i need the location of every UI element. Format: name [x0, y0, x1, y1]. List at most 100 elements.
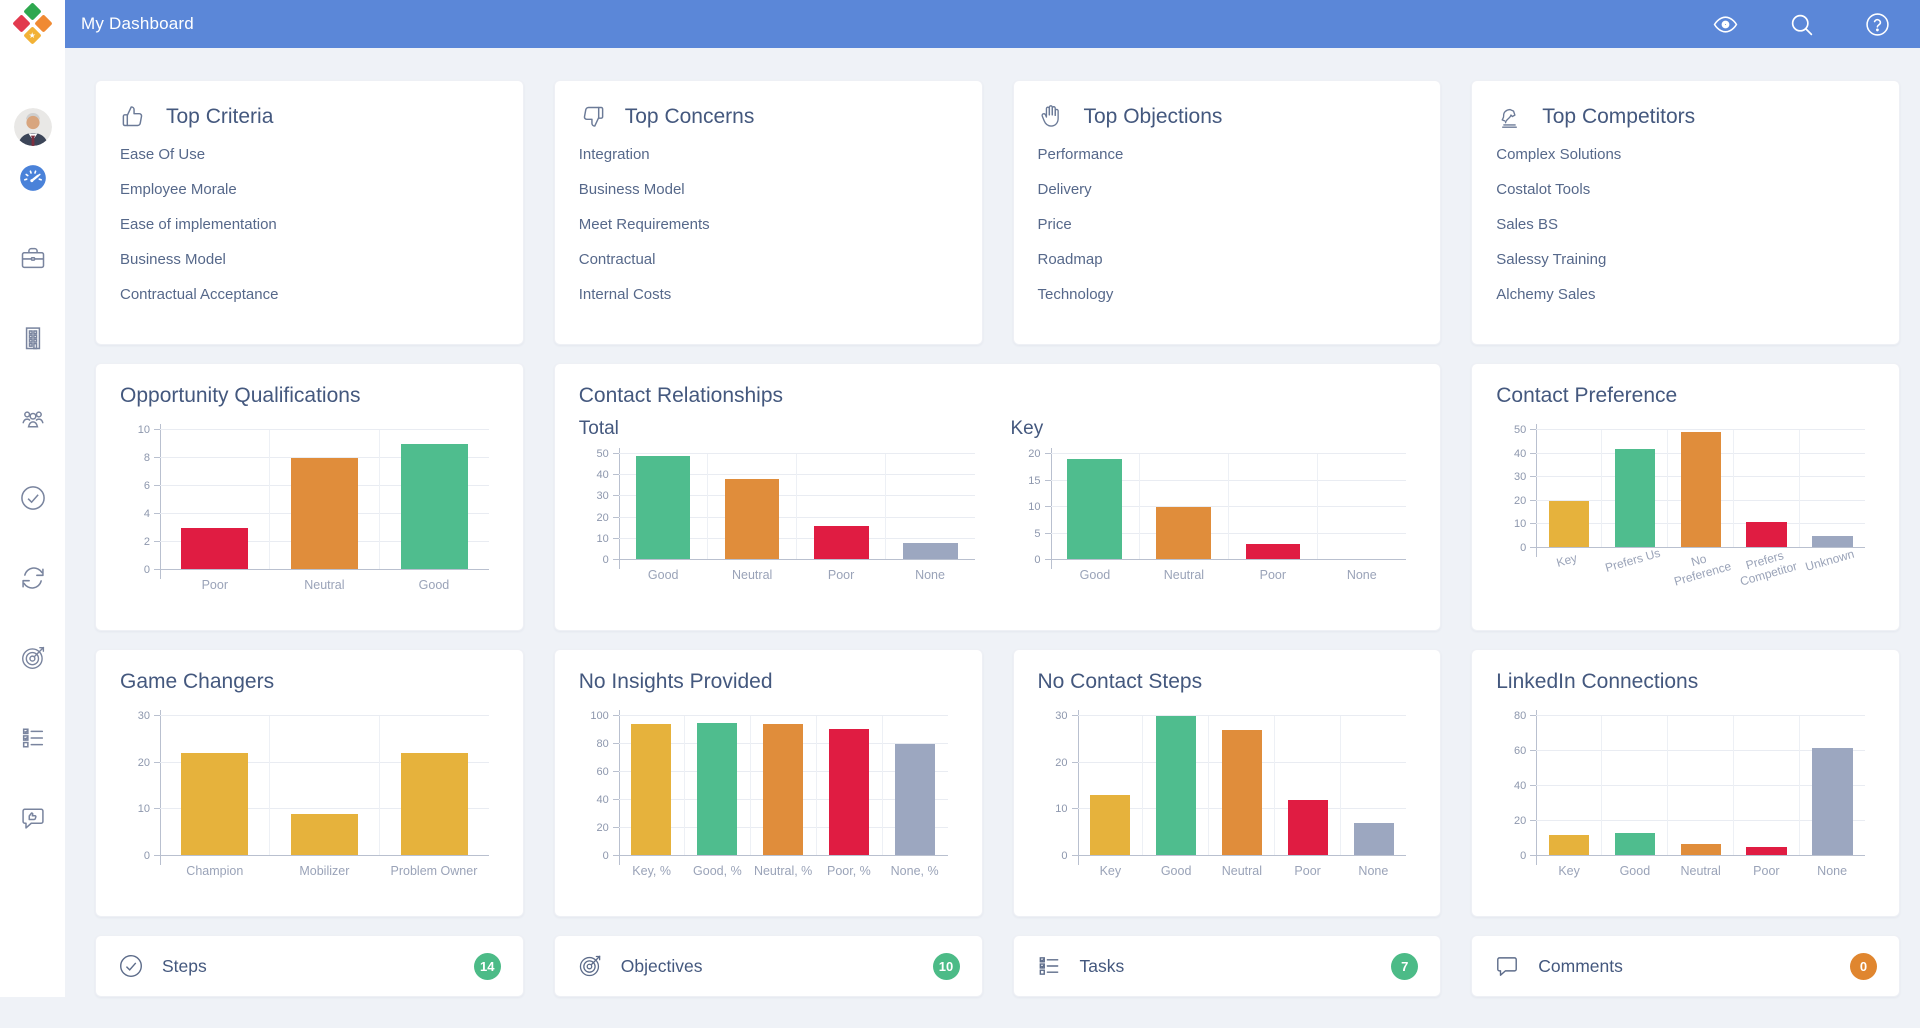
sidebar-item-dashboard[interactable] — [18, 163, 48, 193]
comments-stat-card[interactable]: Comments 0 — [1471, 935, 1900, 997]
list-item[interactable]: Business Model — [120, 251, 226, 268]
top-objections-list: Performance Delivery Price Roadmap Technolog… — [1038, 146, 1417, 303]
list-item[interactable]: Employee Morale — [120, 181, 237, 198]
list-item[interactable]: Technology — [1037, 286, 1114, 303]
bar[interactable] — [290, 814, 359, 856]
list-item[interactable]: Ease Of Use — [120, 146, 206, 163]
list-item[interactable]: Integration — [578, 146, 650, 163]
list-item[interactable]: Salessy Training — [1496, 251, 1607, 268]
bar-cell — [1733, 716, 1799, 856]
y-tick-label: 10 — [1514, 518, 1527, 531]
list-item[interactable]: Internal Costs — [578, 286, 672, 303]
y-axis — [618, 448, 620, 569]
bar[interactable] — [400, 753, 469, 856]
list-item[interactable]: Sales BS — [1496, 216, 1558, 233]
bar[interactable] — [1245, 544, 1301, 560]
y-tick-label: 0 — [1520, 850, 1527, 862]
help-icon[interactable] — [1865, 12, 1890, 37]
game-changers-chart: 0 10 20 30 Champion Mobilizer Problem Owner — [120, 710, 499, 878]
top-competitors-list: Complex Solutions Costalot Tools Sales BS S… — [1496, 146, 1875, 303]
bar[interactable] — [1353, 823, 1394, 856]
bar[interactable] — [1548, 500, 1589, 548]
search-icon[interactable] — [1789, 12, 1814, 37]
bar[interactable] — [1287, 800, 1328, 856]
list-item[interactable]: Complex Solutions — [1496, 146, 1622, 163]
x-axis-label: None — [1817, 864, 1848, 878]
bar[interactable] — [1746, 847, 1787, 856]
bar[interactable] — [903, 543, 958, 560]
bar[interactable] — [1155, 716, 1197, 856]
x-axis-label: Key, % — [632, 864, 671, 878]
y-tick-mark — [1530, 476, 1537, 478]
objectives-stat-card[interactable]: Objectives 10 — [553, 935, 983, 997]
sidebar-item-tasks[interactable] — [18, 723, 48, 753]
bar[interactable] — [631, 724, 672, 856]
list-item[interactable]: Costalot Tools — [1496, 181, 1591, 198]
bar[interactable] — [894, 744, 936, 856]
bar[interactable] — [724, 479, 780, 560]
sidebar-item-accounts[interactable] — [18, 323, 48, 353]
sidebar-item-opportunities[interactable] — [18, 243, 48, 273]
knight-icon — [1496, 103, 1523, 130]
list-item[interactable]: Price — [1037, 216, 1072, 233]
y-tick-mark — [154, 429, 160, 430]
y-tick-label: 6 — [143, 480, 150, 492]
bar[interactable] — [813, 526, 869, 560]
gridline — [618, 715, 948, 716]
bar-cell — [881, 716, 948, 856]
bar[interactable] — [828, 728, 870, 856]
sidebar-item-contacts[interactable] — [18, 403, 48, 433]
bar[interactable] — [1812, 536, 1853, 548]
sidebar-item-sync[interactable] — [18, 563, 48, 593]
bar[interactable] — [1680, 432, 1721, 548]
bar[interactable] — [1089, 795, 1131, 856]
bar[interactable] — [1680, 843, 1721, 856]
panel-title: No Contact Steps — [1037, 670, 1203, 693]
bar[interactable] — [697, 723, 738, 856]
sidebar-item-feedback[interactable] — [18, 803, 48, 833]
card-title: Top Concerns — [624, 104, 755, 128]
bar[interactable] — [1548, 835, 1589, 856]
bar[interactable] — [180, 753, 249, 856]
list-item[interactable]: Performance — [1037, 146, 1124, 163]
bar[interactable] — [1614, 833, 1655, 856]
bar[interactable] — [1067, 459, 1122, 560]
app-logo[interactable]: ★ — [11, 2, 55, 47]
bar[interactable] — [180, 528, 249, 570]
list-item[interactable]: Business Model — [578, 181, 685, 198]
sidebar-item-targets[interactable] — [18, 643, 48, 673]
list-item[interactable]: Delivery — [1037, 181, 1092, 198]
list-item[interactable]: Ease of implementation — [120, 216, 277, 233]
bar[interactable] — [1221, 730, 1263, 856]
bar-cell — [619, 454, 707, 560]
y-tick-mark — [1044, 559, 1051, 560]
bar-cell — [706, 454, 796, 560]
y-tick-label: 5 — [1034, 527, 1041, 540]
list-item[interactable]: Alchemy Sales — [1496, 286, 1596, 303]
list-item[interactable]: Roadmap — [1037, 251, 1103, 268]
bar[interactable] — [1614, 448, 1655, 548]
bar[interactable] — [763, 724, 804, 856]
y-tick-label: 0 — [143, 564, 150, 576]
eye-icon[interactable] — [1713, 12, 1738, 37]
y-tick-label: 0 — [602, 554, 609, 566]
bar[interactable] — [400, 444, 469, 570]
bar[interactable] — [290, 458, 359, 570]
target-icon — [21, 646, 44, 669]
bar[interactable] — [1746, 522, 1787, 548]
bar[interactable] — [1812, 747, 1853, 856]
sidebar-item-activities[interactable] — [18, 483, 48, 513]
user-avatar[interactable] — [13, 108, 52, 146]
tasks-stat-card[interactable]: Tasks 7 — [1012, 935, 1442, 997]
bar[interactable] — [635, 456, 691, 560]
no-contact-steps-chart: 0 10 20 30 Key Good Neutral Poor None — [1038, 710, 1417, 878]
bar[interactable] — [1156, 507, 1212, 560]
y-tick-label: 60 — [596, 766, 609, 778]
list-item[interactable]: Contractual — [578, 251, 656, 268]
gridline — [1050, 453, 1407, 454]
list-item[interactable]: Contractual Acceptance — [120, 286, 279, 303]
linkedin-connections-card: LinkedIn Connections 0 20 40 60 80 Key Good Neu… — [1471, 649, 1900, 917]
y-tick-mark — [154, 485, 160, 486]
steps-stat-card[interactable]: Steps 14 — [95, 935, 524, 997]
list-item[interactable]: Meet Requirements — [578, 216, 710, 233]
